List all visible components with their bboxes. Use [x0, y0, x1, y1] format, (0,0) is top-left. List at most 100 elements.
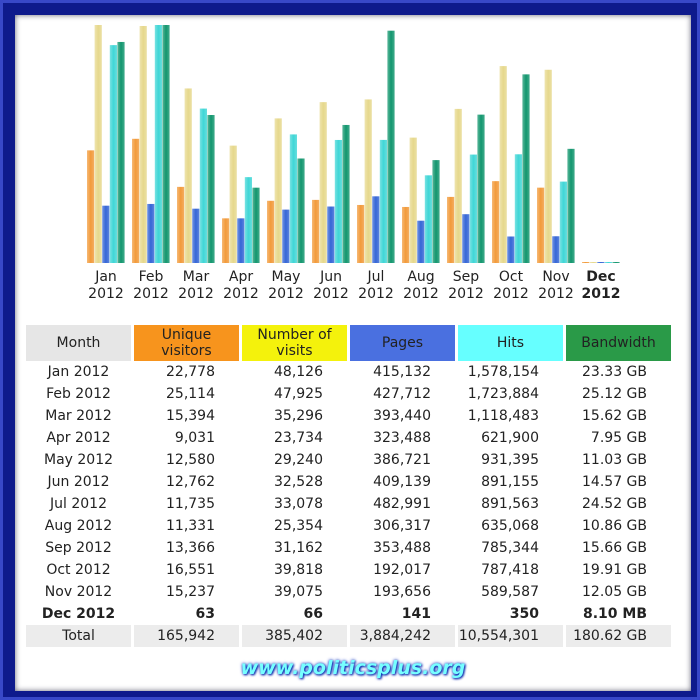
month-cell: Apr 2012: [46, 430, 111, 446]
table-row: Oct 2012 16,551 39,818 192,017 787,418 19.91 …: [26, 559, 671, 581]
total-cell: 165,942: [134, 625, 239, 647]
bar: [87, 150, 95, 263]
value-cell: 386,721: [373, 452, 431, 468]
bar: [582, 262, 590, 263]
month-cell: Nov 2012: [44, 584, 113, 600]
bar: [94, 25, 102, 263]
value-cell: 16,551: [166, 562, 215, 578]
bar: [454, 108, 462, 263]
value-cell: 1,723,884: [467, 386, 539, 402]
panel: Month Unique visitors Number of visits Page…: [15, 15, 691, 691]
table-row: Apr 2012 9,031 23,734 323,488 621,900 7.95 GB: [26, 427, 671, 449]
x-tick-label: Apr 2012: [223, 269, 259, 302]
value-cell: 47,925: [274, 386, 323, 402]
bar: [379, 139, 387, 263]
month-cell: May 2012: [43, 452, 114, 468]
value-cell: 12.05 GB: [582, 584, 647, 600]
bar: [102, 205, 110, 263]
bar: [184, 88, 192, 264]
value-cell: 9,031: [174, 430, 215, 446]
bar: [244, 177, 252, 263]
month-cell: Feb 2012: [46, 386, 111, 402]
table-row: Jan 2012 22,778 48,126 415,132 1,578,154 23.3…: [26, 361, 671, 383]
legend-entry: Number of visits: [242, 325, 347, 361]
value-cell: 11,735: [166, 496, 215, 512]
total-label: Total: [26, 625, 131, 647]
value-cell: 621,900: [481, 430, 539, 446]
x-tick-label: Dec 2012: [581, 269, 621, 302]
bar: [132, 138, 140, 263]
bar: [447, 196, 455, 263]
x-tick-label: Oct 2012: [493, 269, 529, 302]
bar: [109, 45, 117, 263]
bar: [402, 206, 410, 263]
value-cell: 15.62 GB: [582, 408, 647, 424]
value-cell: 306,317: [373, 518, 431, 534]
table-row: May 2012 12,580 29,240 386,721 931,395 11.03 …: [26, 449, 671, 471]
table-row: Jun 2012 12,762 32,528 409,139 891,155 14.57 …: [26, 471, 671, 493]
value-cell: 33,078: [274, 496, 323, 512]
value-cell: 15,237: [166, 584, 215, 600]
value-cell: 787,418: [481, 562, 539, 578]
month-cell: Dec 2012: [41, 606, 116, 622]
bar: [177, 186, 185, 263]
bar: [537, 187, 545, 263]
value-cell: 635,068: [481, 518, 539, 534]
bar: [492, 181, 500, 263]
footer-link[interactable]: www.politicsplus.org: [240, 657, 466, 679]
value-cell: 31,162: [274, 540, 323, 556]
bar: [222, 218, 230, 263]
value-cell: 931,395: [481, 452, 539, 468]
x-tick-label: Jan 2012: [88, 269, 124, 302]
total-cell: 180.62 GB: [566, 625, 671, 647]
value-cell: 482,991: [373, 496, 431, 512]
bar: [282, 209, 290, 263]
value-cell: 14.57 GB: [582, 474, 647, 490]
total-cell: 385,402: [242, 625, 347, 647]
value-cell: 24.52 GB: [582, 496, 647, 512]
value-cell: 63: [195, 606, 215, 622]
value-cell: 39,818: [274, 562, 323, 578]
bar: [387, 30, 395, 264]
bar: [342, 124, 350, 263]
value-cell: 8.10 MB: [582, 606, 647, 622]
x-tick-label: Mar 2012: [178, 269, 214, 302]
x-tick-label: Jun 2012: [313, 269, 349, 302]
value-cell: 23.33 GB: [582, 364, 647, 380]
value-cell: 409,139: [373, 474, 431, 490]
value-cell: 15,394: [166, 408, 215, 424]
bar: [207, 115, 215, 263]
chart: [87, 25, 620, 264]
value-cell: 13,366: [166, 540, 215, 556]
bar: [274, 118, 282, 263]
month-cell: Sep 2012: [45, 540, 112, 556]
value-cell: 393,440: [373, 408, 431, 424]
table-row: Feb 2012 25,114 47,925 427,712 1,723,884 25.1…: [26, 383, 671, 405]
value-cell: 22,778: [166, 364, 215, 380]
bar: [567, 148, 575, 263]
table-row: Dec 2012 63 66 141 350 8.10 MB: [26, 603, 671, 625]
value-cell: 32,528: [274, 474, 323, 490]
value-cell: 10.86 GB: [582, 518, 647, 534]
value-cell: 427,712: [373, 386, 431, 402]
bar: [312, 199, 320, 263]
bar: [237, 218, 245, 263]
value-cell: 350: [509, 606, 539, 622]
value-cell: 141: [401, 606, 431, 622]
value-cell: 29,240: [274, 452, 323, 468]
bar: [499, 66, 507, 263]
bar: [409, 137, 417, 263]
bar: [147, 203, 155, 263]
value-cell: 25,354: [274, 518, 323, 534]
bar: [469, 154, 477, 263]
bar: [154, 25, 162, 263]
bar: [289, 134, 297, 263]
bar: [334, 139, 342, 263]
month-cell: Aug 2012: [44, 518, 113, 534]
legend-entry: Hits: [458, 325, 563, 361]
bar: [364, 99, 372, 263]
bar: [477, 114, 485, 263]
value-cell: 7.95 GB: [590, 430, 647, 446]
value-cell: 785,344: [481, 540, 539, 556]
